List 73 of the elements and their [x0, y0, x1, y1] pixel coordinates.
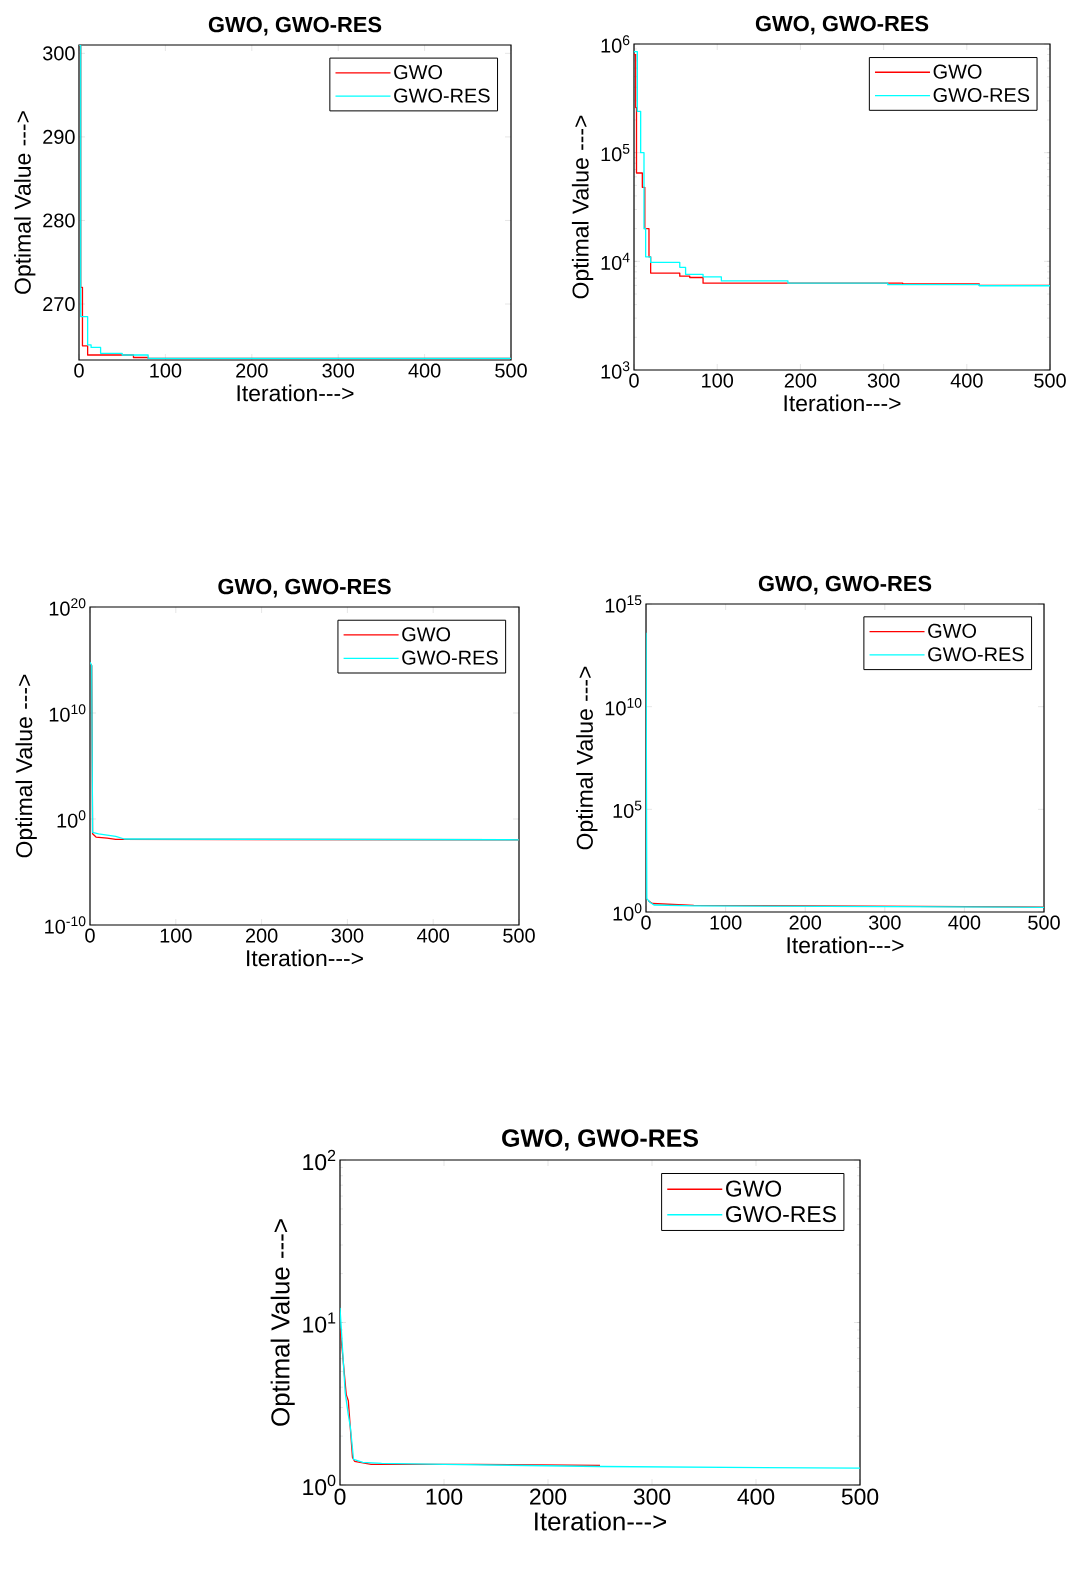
y-axis-title: Optimal Value ---> [270, 1219, 295, 1426]
chart-title: GWO, GWO-RES [218, 578, 391, 598]
x-tick-label: 300 [867, 373, 900, 388]
y-tick-label: 10$^{2}$ [303, 1149, 336, 1171]
legend-label: GWO-RES [394, 88, 490, 103]
x-tick-label: 100 [150, 363, 182, 378]
x-tick-label: 500 [1034, 373, 1066, 388]
x-tick-label: 400 [948, 915, 981, 930]
legend-label: GWO [402, 627, 451, 642]
x-axis-title: Iteration---> [787, 936, 904, 954]
y-axis-title: Optimal Value ---> [571, 115, 594, 299]
x-tick-label: 500 [841, 1488, 879, 1505]
x-axis-title: Iteration---> [247, 949, 363, 967]
y-tick-label: 10$^{0}$ [613, 903, 642, 921]
x-axis-title: Iteration---> [535, 1511, 667, 1531]
x-tick-label: 0 [85, 928, 95, 943]
x-tick-label: 200 [530, 1488, 567, 1505]
x-tick-label: 200 [245, 928, 278, 943]
x-tick-label: 500 [495, 363, 527, 378]
x-tick-label: 400 [737, 1488, 775, 1505]
x-tick-label: 500 [1028, 915, 1060, 930]
legend-label: GWO-RES [726, 1205, 836, 1223]
y-tick-label: 10$^{15}$ [605, 595, 642, 613]
chart-title: GWO, GWO-RES [208, 16, 382, 36]
x-tick-label: 500 [503, 928, 535, 943]
chart-title: GWO, GWO-RES [502, 1129, 698, 1151]
y-tick-label: 10$^{6}$ [601, 35, 630, 53]
y-tick-label: 10$^{1}$ [303, 1312, 336, 1333]
x-tick-label: 200 [784, 373, 817, 388]
y-tick-label: 10$^{5}$ [613, 800, 642, 818]
x-tick-label: 100 [426, 1488, 463, 1505]
x-axis-title: Iteration---> [237, 384, 354, 402]
x-tick-label: 400 [408, 363, 441, 378]
y-tick-label: 10$^{3}$ [601, 361, 630, 379]
x-tick-label: 0 [641, 915, 651, 930]
x-tick-label: 300 [331, 928, 364, 943]
x-tick-label: 200 [789, 915, 822, 930]
x-tick-label: 400 [950, 373, 983, 388]
legend-label: GWO [933, 64, 982, 79]
chart-title: GWO, GWO-RES [758, 575, 932, 595]
y-axis-title: Optimal Value ---> [15, 674, 37, 858]
y-tick-label: 10$^{20}$ [49, 598, 86, 616]
x-tick-label: 0 [334, 1488, 346, 1505]
x-tick-label: 0 [74, 363, 84, 378]
y-axis-title: Optimal Value ---> [14, 111, 36, 294]
y-tick-label: 280 [43, 213, 75, 228]
x-tick-label: 200 [236, 363, 268, 378]
legend-label: GWO [726, 1180, 782, 1197]
x-tick-label: 400 [417, 928, 450, 943]
legend-label: GWO-RES [928, 647, 1024, 662]
x-tick-label: 300 [868, 915, 901, 930]
x-tick-label: 100 [160, 928, 192, 943]
x-tick-label: 100 [710, 915, 742, 930]
y-tick-label: 300 [43, 46, 75, 61]
x-axis-title: Iteration---> [784, 394, 901, 412]
x-tick-label: 300 [322, 363, 355, 378]
y-tick-label: 290 [43, 129, 75, 144]
legend-label: GWO [928, 623, 977, 638]
x-tick-label: 100 [702, 373, 734, 388]
y-axis-title: Optimal Value ---> [576, 666, 598, 850]
x-tick-label: 300 [633, 1488, 671, 1505]
y-tick-label: 10$^{-10}$ [45, 916, 86, 934]
legend-label: GWO-RES [402, 650, 498, 665]
y-tick-label: 10$^{0}$ [57, 810, 86, 828]
legend-label: GWO [394, 65, 442, 80]
legend-label: GWO-RES [933, 87, 1030, 103]
y-tick-label: 270 [43, 296, 75, 312]
y-tick-label: 10$^{5}$ [601, 144, 630, 162]
y-tick-label: 10$^{4}$ [601, 252, 630, 270]
chart-title: GWO, GWO-RES [755, 15, 929, 35]
x-tick-label: 0 [629, 373, 639, 388]
y-tick-label: 10$^{10}$ [49, 704, 86, 722]
y-tick-label: 10$^{10}$ [605, 697, 642, 716]
